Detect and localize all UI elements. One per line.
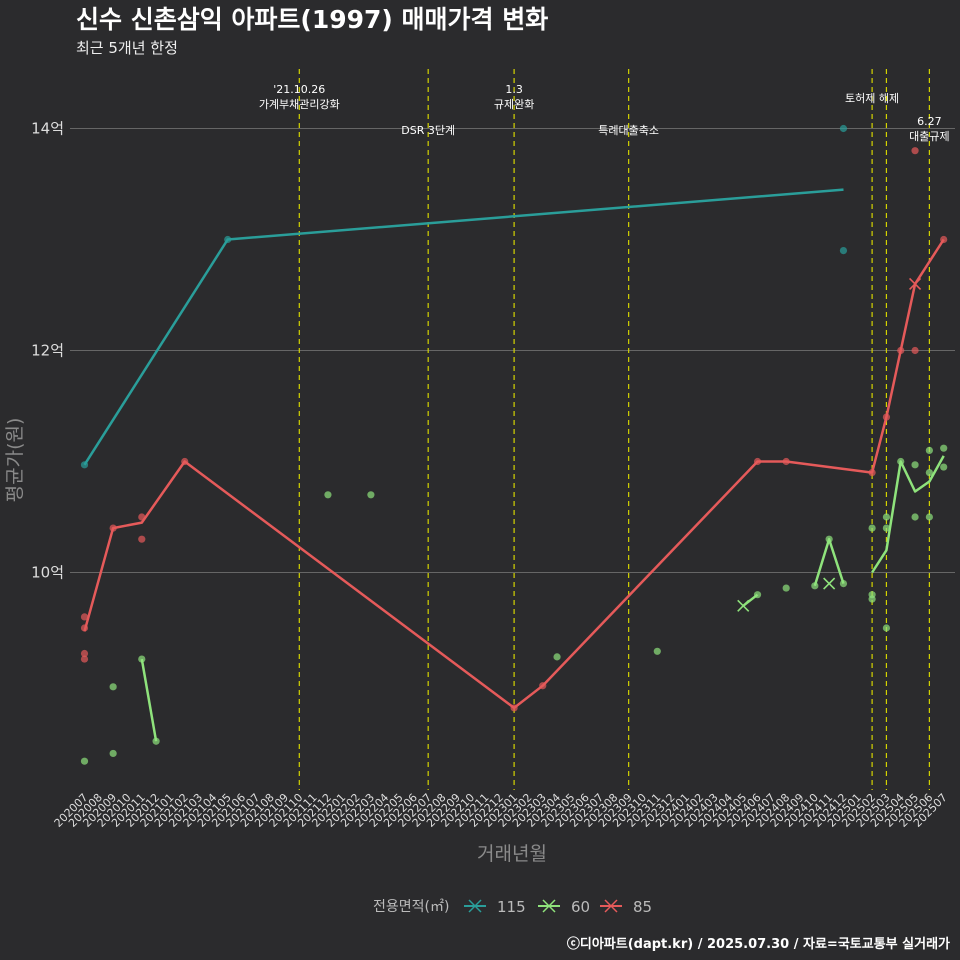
legend-key-cross	[604, 899, 618, 913]
data-point-85	[80, 624, 89, 632]
data-point-60	[925, 469, 933, 477]
y-axis-title: 평균가(원)	[4, 418, 26, 503]
legend: 전용면적(㎡) 115 60 85	[373, 898, 652, 916]
data-point-85	[911, 147, 919, 155]
data-point-85	[897, 346, 905, 355]
data-point-60	[324, 491, 332, 499]
x-axis-title: 거래년월	[477, 843, 547, 865]
data-point-60	[553, 653, 561, 661]
data-point-60	[897, 457, 905, 466]
event-label: 6.27	[917, 115, 942, 128]
data-point-60	[839, 580, 848, 588]
data-point-60	[152, 737, 160, 745]
data-point-60	[940, 463, 948, 471]
data-point-115	[839, 124, 848, 133]
y-tick-label: 10억	[31, 564, 64, 582]
data-point-60	[868, 595, 876, 603]
data-point-60	[940, 444, 948, 452]
data-point-60	[653, 647, 661, 655]
data-point-115	[224, 235, 232, 244]
data-point-60	[911, 513, 919, 521]
y-tick-label: 12억	[31, 342, 64, 360]
data-point-115	[839, 247, 848, 255]
data-point-85	[80, 649, 89, 658]
data-point-115	[80, 461, 89, 469]
data-point-85	[868, 469, 876, 477]
data-point-85	[510, 704, 518, 712]
data-point-60	[825, 535, 833, 543]
data-series	[80, 124, 948, 765]
event-label: '21.10.26	[273, 83, 325, 96]
cross-stroke	[908, 277, 922, 290]
event-label: 1.3	[505, 83, 523, 96]
data-point-60	[868, 524, 876, 532]
event-label: 특례대출축소	[598, 124, 659, 137]
data-point-60	[109, 749, 117, 758]
data-point-85	[782, 457, 790, 466]
data-cross-60	[823, 577, 836, 590]
data-point-60	[911, 461, 919, 469]
event-label: DSR 3단계	[401, 124, 455, 137]
legend-key-cross	[468, 899, 482, 913]
cross-stroke	[823, 577, 836, 590]
event-label: 가계부채관리강화	[259, 98, 340, 111]
event-label: 토허제 해제	[845, 91, 899, 105]
data-point-85	[109, 524, 117, 532]
data-point-85	[138, 513, 146, 521]
data-point-85	[882, 413, 891, 421]
chart-caption: ⓒ디아파트(dapt.kr) / 2025.07.30 / 자료=국토교통부 실…	[567, 936, 950, 952]
data-point-60	[80, 757, 89, 765]
y-axis-ticks: 10억 12억 14억	[31, 120, 64, 582]
series-line-115	[83, 188, 844, 466]
data-point-85	[181, 457, 189, 466]
event-label: 규제완화	[494, 98, 534, 111]
data-point-60	[882, 624, 891, 632]
data-point-60	[367, 491, 375, 499]
data-point-85	[80, 613, 89, 621]
data-point-60	[925, 513, 933, 521]
data-point-60	[882, 513, 891, 521]
cross-stroke	[737, 599, 750, 612]
series-line-60	[871, 455, 945, 574]
data-point-60	[138, 655, 146, 663]
data-point-60	[811, 582, 819, 590]
chart-title: 신수 신촌삼익 아파트(1997) 매매가격 변화	[76, 5, 548, 34]
legend-key-cross	[542, 899, 556, 913]
data-point-85	[539, 682, 547, 690]
grid-lines	[70, 128, 955, 573]
x-axis-ticks: 2020072020082020092020102020112020122021…	[52, 791, 950, 830]
data-point-85	[138, 535, 146, 543]
event-label: 대출규제	[909, 130, 949, 143]
legend-title: 전용면적(㎡)	[373, 899, 449, 915]
series-line-60	[813, 537, 845, 587]
data-point-60	[753, 591, 762, 599]
data-point-60	[882, 524, 891, 532]
legend-label-85: 85	[633, 898, 652, 916]
y-tick-label: 14억	[31, 120, 64, 138]
data-point-85	[911, 346, 919, 355]
series-line-60	[140, 658, 158, 742]
legend-label-115: 115	[497, 898, 526, 916]
legend-label-60: 60	[571, 898, 590, 916]
chart-subtitle: 최근 5개년 한정	[76, 39, 178, 57]
data-point-85	[80, 655, 89, 663]
data-point-85	[940, 235, 948, 244]
data-cross-60	[737, 599, 750, 612]
data-cross-85	[908, 277, 922, 290]
data-point-60	[782, 584, 790, 592]
data-point-85	[753, 457, 762, 466]
data-point-60	[925, 446, 933, 454]
data-point-60	[109, 683, 117, 691]
